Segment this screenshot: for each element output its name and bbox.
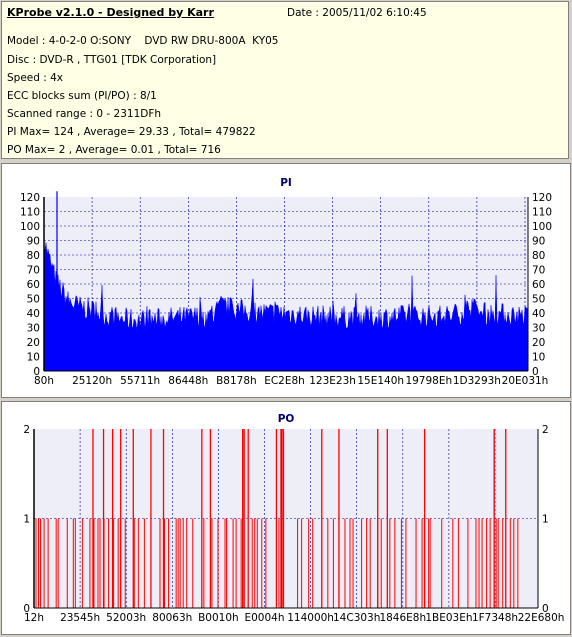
x-tick-label: 14C303h <box>333 612 380 624</box>
po-chart-panel: PO 0 0 1 1 2 2 12h 23545h 52003h 80063h B0010h E0004… <box>1 401 571 635</box>
y-tick-label-left: 2 <box>23 424 30 436</box>
x-tick-label: 12h <box>24 612 44 624</box>
pi-chart: PI 0 0 10 10 20 20 30 30 40 40 50 50 60 60 70 70 80 80 90 90… <box>20 177 552 387</box>
chart-title: PI <box>280 177 292 189</box>
y-tick-label-right: 50 <box>532 294 545 306</box>
x-tick-label: 19798Eh <box>405 375 452 387</box>
y-tick-label-left: 60 <box>27 279 40 291</box>
y-tick-label-right: 2 <box>542 424 549 436</box>
y-tick-label-right: 110 <box>532 207 552 219</box>
y-tick-label-left: 1 <box>23 514 30 526</box>
pi-stats: PI Max= 124 , Average= 29.33 , Total= 47… <box>7 126 256 138</box>
y-tick-label-right: 90 <box>532 236 545 248</box>
y-tick-label-left: 90 <box>27 236 40 248</box>
scan-speed: Speed : 4x <box>7 72 64 84</box>
info-panel: KProbe v2.1.0 - Designed by Karr Date : … <box>1 1 569 159</box>
pi-series-area <box>43 242 529 372</box>
chart-title: PO <box>278 413 295 425</box>
scan-date: Date : 2005/11/02 6:10:45 <box>287 7 427 19</box>
x-tick-label: 1BE03Eh <box>425 612 472 624</box>
y-tick-label-left: 0 <box>23 603 30 615</box>
x-tick-label: 80063h <box>152 612 192 624</box>
x-tick-label: 22E680h <box>518 612 565 624</box>
app-title: KProbe v2.1.0 - Designed by Karr <box>7 6 214 19</box>
x-tick-label: B0010h <box>198 612 239 624</box>
x-tick-label: EC2E8h <box>264 375 305 387</box>
x-tick-label: 123E23h <box>309 375 356 387</box>
x-tick-label: 1D3293h <box>453 375 501 387</box>
y-tick-label-right: 1 <box>542 514 549 526</box>
po-stats: PO Max= 2 , Average= 0.01 , Total= 716 <box>7 144 221 156</box>
y-tick-label-left: 30 <box>27 323 40 335</box>
y-tick-label-left: 10 <box>27 352 40 364</box>
y-tick-label-left: 20 <box>27 337 40 349</box>
x-tick-label: 25120h <box>72 375 112 387</box>
scanned-range: Scanned range : 0 - 2311DFh <box>7 108 162 120</box>
y-tick-label-right: 20 <box>532 337 545 349</box>
x-tick-label: 1F7348h <box>472 612 518 624</box>
y-tick-label-right: 10 <box>532 352 545 364</box>
y-tick-label-right: 30 <box>532 323 545 335</box>
disc-info: Disc : DVD-R , TTG01 [TDK Corporation] <box>7 54 217 66</box>
y-tick-label-left: 0 <box>33 366 40 378</box>
pi-chart-panel: PI 0 0 10 10 20 20 30 30 40 40 50 50 60 60 70 70 80 80 90 90… <box>1 163 571 398</box>
y-tick-label-right: 120 <box>532 192 552 204</box>
x-tick-label: 55711h <box>120 375 160 387</box>
x-tick-label: 52003h <box>106 612 146 624</box>
x-tick-label: 15E140h <box>357 375 404 387</box>
x-tick-label: 114000h <box>287 612 334 624</box>
y-tick-label-right: 70 <box>532 265 545 277</box>
y-tick-label-left: 110 <box>20 207 40 219</box>
x-tick-label: E0004h <box>244 612 284 624</box>
ecc-blocks: ECC blocks sum (PI/PO) : 8/1 <box>7 90 157 102</box>
x-tick-label: 86448h <box>168 375 208 387</box>
x-tick-label: 20E031h <box>502 375 549 387</box>
y-tick-label-left: 120 <box>20 192 40 204</box>
y-tick-label-right: 100 <box>532 221 552 233</box>
x-tick-label: 80h <box>34 375 54 387</box>
y-tick-label-right: 0 <box>532 366 539 378</box>
x-tick-label: B8178h <box>216 375 257 387</box>
y-tick-label-left: 50 <box>27 294 40 306</box>
y-tick-label-left: 80 <box>27 250 40 262</box>
y-tick-label-left: 70 <box>27 265 40 277</box>
drive-model: Model : 4-0-2-0 O:SONY DVD RW DRU-800A K… <box>7 35 279 47</box>
x-tick-label: 1846E8h <box>379 612 426 624</box>
po-chart: PO 0 0 1 1 2 2 12h 23545h 52003h 80063h B0010h E0004… <box>23 413 565 624</box>
y-tick-label-right: 80 <box>532 250 545 262</box>
x-tick-label: 23545h <box>60 612 100 624</box>
y-tick-label-left: 100 <box>20 221 40 233</box>
y-tick-label-right: 40 <box>532 308 545 320</box>
y-tick-label-right: 0 <box>542 603 549 615</box>
y-tick-label-left: 40 <box>27 308 40 320</box>
y-tick-label-right: 60 <box>532 279 545 291</box>
